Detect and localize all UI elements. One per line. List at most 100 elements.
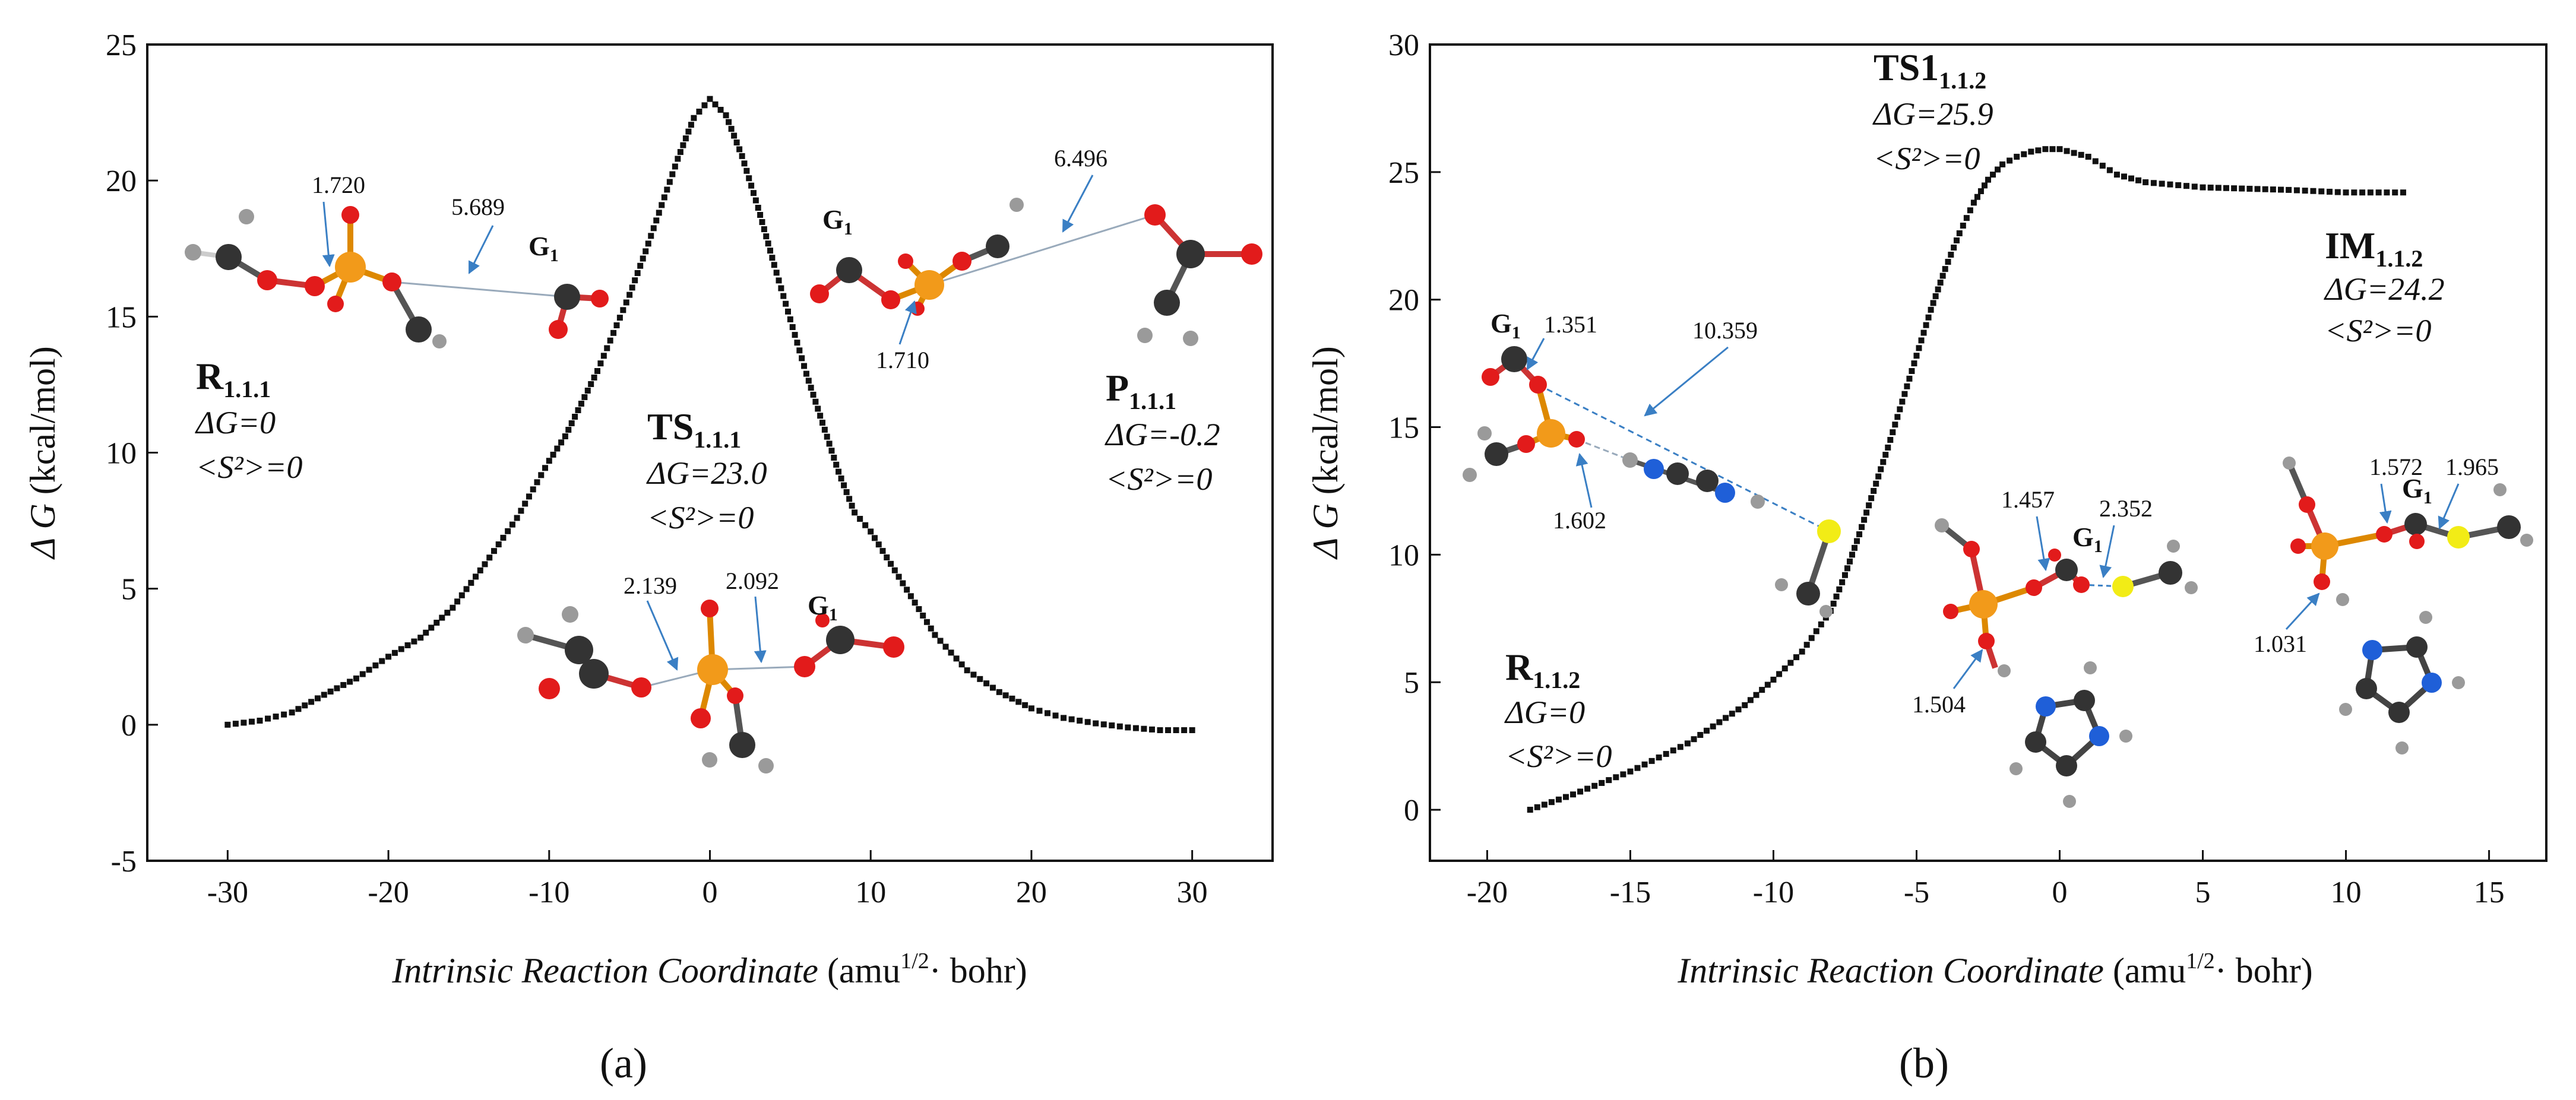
irc-point	[780, 293, 787, 299]
x-tick-label: 20	[1016, 876, 1047, 909]
irc-point	[500, 534, 507, 541]
svg-text:1.351: 1.351	[1544, 311, 1597, 338]
irc-point	[900, 580, 906, 587]
irc-point	[505, 528, 511, 534]
irc-point	[805, 378, 812, 384]
irc-point	[248, 718, 255, 725]
irc-point	[765, 240, 771, 247]
irc-point	[2007, 157, 2013, 164]
irc-point	[2143, 179, 2149, 186]
irc-point	[1052, 712, 1059, 719]
irc-point	[831, 455, 837, 461]
irc-point	[439, 614, 445, 621]
irc-point	[2159, 180, 2165, 187]
irc-point	[616, 315, 623, 321]
y-tick-label: 5	[1404, 666, 1419, 700]
svg-text:<S²>=0: <S²>=0	[1505, 738, 1612, 774]
irc-point	[717, 107, 724, 113]
irc-point	[1627, 768, 1634, 775]
irc-point	[530, 486, 536, 493]
y-tick-label: 20	[106, 164, 137, 198]
irc-point	[2231, 185, 2238, 192]
irc-point	[761, 226, 767, 233]
irc-point	[518, 508, 524, 514]
irc-point	[1930, 300, 1936, 306]
irc-point	[672, 163, 678, 170]
x-tick-label: -5	[1904, 876, 1929, 909]
irc-point	[803, 370, 809, 377]
irc-point	[308, 699, 315, 705]
irc-point	[588, 381, 594, 387]
irc-point	[1677, 744, 1683, 750]
svg-text:5.689: 5.689	[451, 194, 505, 220]
irc-point	[1844, 565, 1850, 572]
irc-point	[794, 340, 800, 346]
irc-point	[477, 567, 483, 573]
irc-point	[691, 115, 697, 121]
irc-point	[685, 128, 692, 135]
irc-point	[2121, 173, 2127, 180]
irc-point	[826, 440, 833, 447]
molecule-reactant-b: G1 1.351 10.359 1.602	[1463, 308, 1841, 618]
svg-text:1.710: 1.710	[876, 347, 929, 373]
irc-point	[1866, 502, 1872, 509]
irc-point	[522, 500, 529, 507]
irc-point	[597, 360, 604, 367]
irc-point	[1875, 473, 1882, 480]
irc-point	[404, 642, 411, 648]
irc-point	[1620, 771, 1626, 778]
irc-point	[1948, 252, 1954, 258]
irc-point	[495, 541, 502, 548]
irc-point	[1028, 705, 1034, 712]
irc-point	[632, 277, 638, 284]
irc-point	[912, 600, 918, 606]
irc-point	[726, 119, 732, 125]
y-tick-label: 10	[106, 437, 137, 471]
irc-point	[1036, 708, 1043, 714]
irc-point	[1555, 796, 1562, 803]
chart-panel-a: -30 -20 -10 0 10 20 30 -5 0 5 10 15 20 25 Intrinsic R…	[23, 28, 1274, 1087]
y-tick-label: 5	[121, 573, 137, 607]
state-annotation: IM1.1.2 ΔG=24.2 <S²>=0	[2324, 224, 2445, 348]
y-tick-label: 25	[106, 28, 137, 62]
svg-text:R1.1.2: R1.1.2	[1505, 646, 1580, 693]
y-tick-label: 0	[121, 709, 137, 743]
svg-text:R1.1.1: R1.1.1	[196, 355, 271, 402]
irc-point	[2302, 188, 2308, 194]
irc-point	[2334, 189, 2341, 195]
irc-point	[1697, 732, 1704, 738]
irc-point	[1928, 306, 1934, 313]
irc-point	[2028, 148, 2034, 155]
irc-point	[591, 375, 597, 381]
irc-point	[669, 171, 676, 177]
irc-point	[1892, 421, 1898, 428]
irc-point	[1068, 716, 1075, 722]
irc-point	[1116, 723, 1123, 730]
irc-point	[514, 515, 520, 521]
irc-point	[289, 709, 295, 716]
irc-point	[1527, 807, 1533, 813]
x-tick-label: -10	[1753, 876, 1794, 909]
irc-point	[659, 202, 665, 208]
irc-point	[1868, 495, 1875, 502]
svg-text:ΔG=23.0: ΔG=23.0	[646, 455, 767, 491]
irc-point	[1759, 687, 1765, 693]
irc-point	[784, 308, 791, 315]
irc-point	[584, 388, 591, 394]
irc-point	[843, 489, 850, 495]
irc-point	[265, 715, 271, 722]
irc-point	[1873, 480, 1879, 487]
irc-point	[2207, 185, 2214, 191]
irc-point	[613, 322, 620, 328]
irc-point	[2278, 186, 2284, 193]
irc-point	[1132, 725, 1139, 731]
irc-point	[796, 347, 803, 354]
irc-point	[2183, 183, 2189, 189]
irc-point	[1787, 660, 1794, 666]
svg-text:ΔG=24.2: ΔG=24.2	[2324, 271, 2445, 307]
irc-point	[1974, 194, 1980, 200]
irc-point	[817, 413, 824, 419]
irc-point	[666, 179, 673, 185]
irc-point	[417, 635, 424, 641]
irc-point	[1863, 509, 1870, 516]
